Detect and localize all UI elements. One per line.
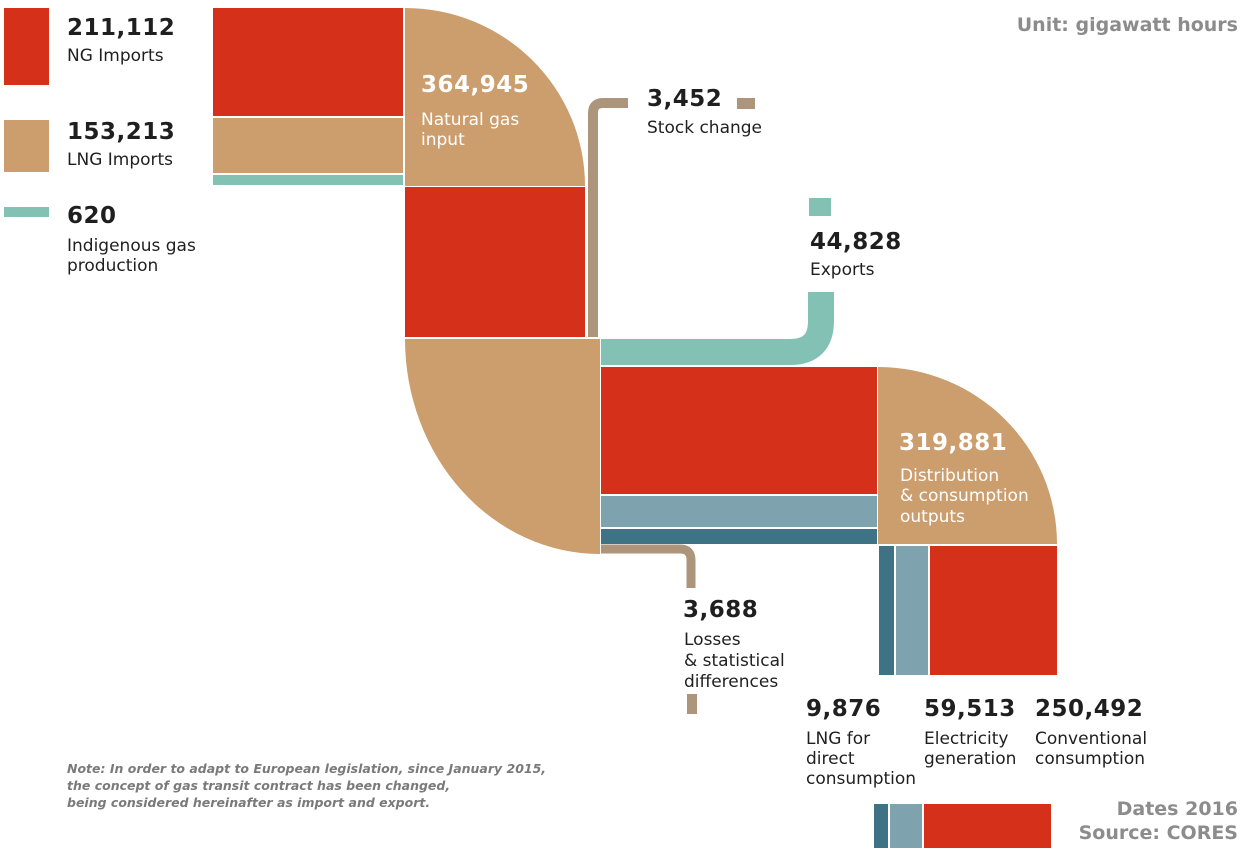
note-line-3: being considered hereinafter as import a… [67,795,431,810]
legend-lng-label: LNG Imports [67,150,174,170]
exports-value: 44,828 [810,229,902,255]
legend-ng-value: 211,112 [67,15,176,41]
legend-swatch-lng [4,120,49,172]
stock-change-value: 3,452 [647,86,723,112]
ng-imports-bar [213,8,403,116]
legend-lng-value: 153,213 [67,119,176,145]
indigenous-bar [213,175,403,185]
trunk-ng-block [405,187,585,337]
distribution-label-3: outputs [900,507,965,527]
stock-change-pipe [588,98,628,337]
legend-ng-label: NG Imports [67,46,164,66]
output-lng-direct-label-3: consumption [806,769,917,789]
lng-imports-bar [213,118,403,173]
output-lng-direct-bar [879,546,894,675]
legend-indigenous-value: 620 [67,203,117,229]
output-conventional-label-2: consumption [1035,749,1146,769]
bottom-swatch-electricity [890,804,922,848]
unit-label: Unit: gigawatt hours [1016,14,1238,36]
output-electricity-value: 59,513 [924,696,1016,722]
output-lng-direct-value: 9,876 [806,696,882,722]
lower-arc [405,339,600,554]
note-line-1: Note: In order to adapt to European legi… [67,761,547,776]
exports-pipe [601,292,834,365]
stock-change-label: Stock change [647,118,763,138]
legend-indigenous-label: Indigenous gas production [67,236,196,276]
distribution-arc [878,367,1057,544]
natural-gas-input-label-2: input [421,130,465,150]
natural-gas-input-value: 364,945 [421,72,530,98]
output-electricity-label-2: generation [924,749,1017,769]
losses-label-3: differences [684,672,779,692]
output-lng-direct-label-2: direct [806,749,855,769]
distribution-value: 319,881 [899,430,1008,456]
losses-value: 3,688 [683,597,759,623]
losses-label-2: & statistical [684,651,785,671]
distribution-label-1: Distribution [900,466,1000,486]
output-electricity-bar [896,546,928,675]
losses-marker [687,694,697,714]
output-conventional-label-1: Conventional [1035,729,1148,749]
flow-conventional [601,367,877,494]
stock-change-marker [737,98,755,109]
natural-gas-input-label-1: Natural gas [421,110,520,130]
legend-swatch-indigenous [4,207,49,217]
output-electricity-label-1: Electricity [924,729,1009,749]
dates-label: Dates 2016 [1116,798,1238,820]
losses-pipe [601,544,696,588]
exports-label: Exports [810,260,875,280]
distribution-label-2: & consumption [900,486,1029,506]
exports-marker [809,198,831,216]
bottom-swatch-lng-direct [874,804,888,848]
flow-electricity [601,496,877,527]
note-line-2: the concept of gas transit contract has … [67,778,451,793]
flow-lng-direct [601,529,877,544]
output-conventional-bar [930,546,1057,675]
output-lng-direct-label-1: LNG for [806,729,871,749]
losses-label-1: Losses [684,630,741,650]
natural-gas-input-arc [405,8,585,186]
source-label: Source: CORES [1078,822,1238,844]
legend-swatch-ng [4,8,49,85]
output-conventional-value: 250,492 [1035,696,1144,722]
bottom-swatch-conventional [924,804,1051,848]
